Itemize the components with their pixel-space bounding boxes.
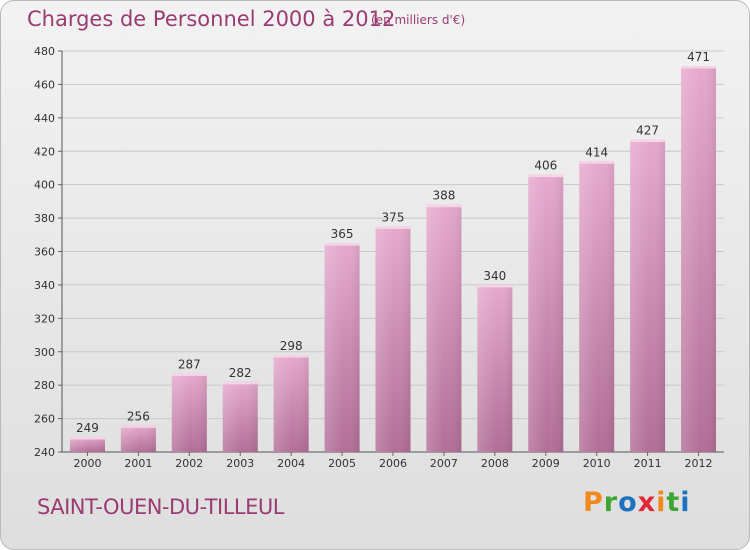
y-tick-label: 360 <box>34 246 55 259</box>
bar-top-highlight <box>477 284 513 288</box>
logo-letter: i <box>680 487 691 518</box>
bar-shade <box>681 66 717 452</box>
y-tick-label: 420 <box>34 145 55 158</box>
logo-letter: i <box>656 487 667 518</box>
bar-shade <box>375 226 411 452</box>
data-label: 427 <box>636 124 659 138</box>
y-tick-label: 460 <box>34 78 55 91</box>
x-tick-label: 2006 <box>379 457 407 470</box>
bar-shade <box>426 204 462 452</box>
chart-title: Charges de Personnel 2000 à 2012 <box>27 7 396 31</box>
bar-shade <box>528 174 564 452</box>
proxiti-logo[interactable]: Proxiti <box>583 487 691 518</box>
y-tick-label: 280 <box>34 379 55 392</box>
data-label: 406 <box>534 159 557 173</box>
y-tick-label: 400 <box>34 179 55 192</box>
data-label: 249 <box>76 421 99 435</box>
bar-shade <box>120 425 156 452</box>
x-tick-label: 2011 <box>634 457 662 470</box>
bar-top-highlight <box>630 139 666 143</box>
bar-top-highlight <box>222 381 258 385</box>
logo-letter: x <box>637 487 657 518</box>
bar-shade <box>630 139 666 452</box>
x-tick-label: 2009 <box>532 457 560 470</box>
commune-name: SAINT-OUEN-DU-TILLEUL <box>37 495 284 519</box>
bar-top-highlight <box>579 161 615 164</box>
x-tick-label: 2003 <box>226 457 254 470</box>
y-tick-label: 380 <box>34 212 55 225</box>
data-label: 298 <box>280 339 303 353</box>
data-label: 282 <box>229 366 252 380</box>
bar-top-highlight <box>171 373 207 376</box>
bar-shade <box>171 373 207 452</box>
data-labels: 249 256 287 282 298 365 375 388 340 406 414 427 471 <box>76 50 710 435</box>
y-tick-label: 480 <box>34 45 55 58</box>
x-tick-label: 2007 <box>430 457 458 470</box>
bar-shade <box>222 381 258 452</box>
bars <box>69 66 717 452</box>
bar-top-highlight <box>69 436 105 440</box>
logo-letter: t <box>666 487 681 518</box>
data-label: 365 <box>331 227 354 241</box>
bar-shade <box>579 161 615 452</box>
logo-letter: P <box>583 487 604 518</box>
data-label: 471 <box>687 50 710 64</box>
data-label: 375 <box>382 210 405 224</box>
x-tick-label: 2008 <box>481 457 509 470</box>
x-tick-label: 2005 <box>328 457 356 470</box>
bar-top-highlight <box>681 66 717 69</box>
y-tick-label: 440 <box>34 112 55 125</box>
y-tick-label: 320 <box>34 312 55 325</box>
y-tick-label: 300 <box>34 346 55 359</box>
bar-top-highlight <box>426 204 462 208</box>
x-tick-label: 2012 <box>685 457 713 470</box>
x-tick-label: 2000 <box>73 457 101 470</box>
data-label: 340 <box>483 269 506 283</box>
bar-top-highlight <box>528 174 564 178</box>
logo-letter: r <box>603 487 619 518</box>
chart-subtitle: (en milliers d'€) <box>371 13 466 27</box>
y-tick-label: 340 <box>34 279 55 292</box>
x-tick-label: 2010 <box>583 457 611 470</box>
y-tick-label: 240 <box>34 446 55 459</box>
bar-shade <box>324 243 360 452</box>
logo-letter: o <box>618 487 638 518</box>
x-tick-label: 2002 <box>175 457 203 470</box>
bar-top-highlight <box>120 425 156 428</box>
bar-top-highlight <box>273 355 309 358</box>
data-label: 287 <box>178 357 201 371</box>
axes: 240 260 280 300 320 340 360 380 400 420 440 460 480 2… <box>34 45 724 470</box>
x-tick-label: 2001 <box>124 457 152 470</box>
bar-shade <box>69 436 105 452</box>
bar-shade <box>477 284 513 452</box>
data-label: 388 <box>432 189 455 203</box>
x-tick-label: 2004 <box>277 457 305 470</box>
bar-shade <box>273 355 309 452</box>
data-label: 256 <box>127 409 150 423</box>
bar-top-highlight <box>375 226 411 229</box>
bar-top-highlight <box>324 243 360 246</box>
data-label: 414 <box>585 145 608 159</box>
y-tick-label: 260 <box>34 413 55 426</box>
